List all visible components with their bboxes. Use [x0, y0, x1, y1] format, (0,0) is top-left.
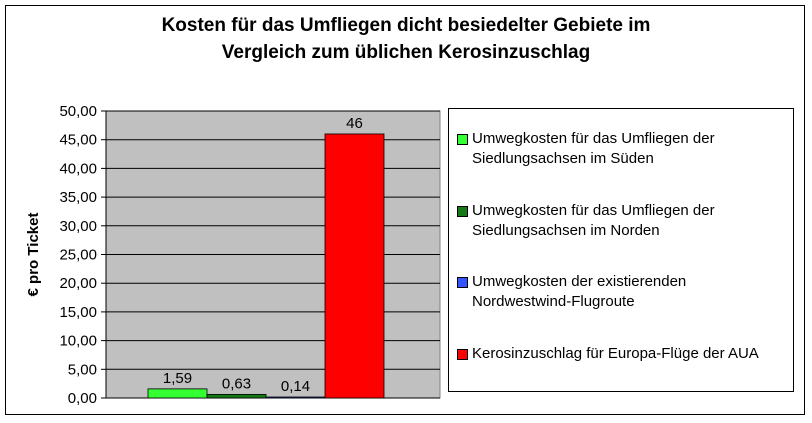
chart-title: Kosten für das Umfliegen dicht besiedelt… — [0, 12, 812, 66]
data-label-1: 1,59 — [163, 370, 192, 387]
legend-swatch — [457, 206, 468, 217]
y-tick-label: 10,00 — [59, 333, 97, 350]
legend-item-4: Kerosinzuschlag für Europa-Flüge der AUA — [457, 344, 782, 364]
y-tick-label: 15,00 — [59, 304, 97, 321]
legend-label: Umwegkosten für das Umfliegen der Siedlu… — [472, 202, 715, 239]
bar-3 — [265, 396, 326, 399]
chart-title-line-1: Kosten für das Umfliegen dicht besiedelt… — [161, 15, 651, 36]
legend: Umwegkosten für das Umfliegen der Siedlu… — [448, 108, 794, 392]
y-tick-label: 0,00 — [68, 390, 97, 407]
legend-label: Umwegkosten der existierenden Nordwestwi… — [472, 273, 687, 310]
bar-4 — [324, 133, 385, 399]
y-tick-label: 30,00 — [59, 218, 97, 235]
y-tick-label: 40,00 — [59, 160, 97, 177]
bar-1 — [147, 388, 208, 399]
legend-item-1: Umwegkosten für das Umfliegen der Siedlu… — [457, 129, 782, 169]
y-tick-label: 35,00 — [59, 189, 97, 206]
y-tick-label: 45,00 — [59, 132, 97, 149]
legend-item-3: Umwegkosten der existierenden Nordwestwi… — [457, 272, 782, 312]
bar-2 — [206, 393, 267, 399]
y-axis-label: € pro Ticket — [25, 213, 42, 297]
data-label-2: 0,63 — [222, 375, 251, 392]
data-label-3: 0,14 — [281, 378, 310, 395]
legend-swatch — [457, 349, 468, 360]
legend-item-2: Umwegkosten für das Umfliegen der Siedlu… — [457, 201, 782, 241]
chart-title-line-2: Vergleich zum üblichen Kerosinzuschlag — [221, 42, 591, 63]
legend-swatch — [457, 134, 468, 145]
legend-swatch — [457, 277, 468, 288]
y-tick-label: 20,00 — [59, 275, 97, 292]
y-tick-label: 25,00 — [59, 247, 97, 264]
legend-label: Umwegkosten für das Umfliegen der Siedlu… — [472, 130, 715, 167]
data-label-4: 46 — [346, 115, 363, 132]
y-tick-label: 5,00 — [68, 361, 97, 378]
legend-label: Kerosinzuschlag für Europa-Flüge der AUA — [472, 345, 759, 362]
y-tick-label: 50,00 — [59, 103, 97, 120]
